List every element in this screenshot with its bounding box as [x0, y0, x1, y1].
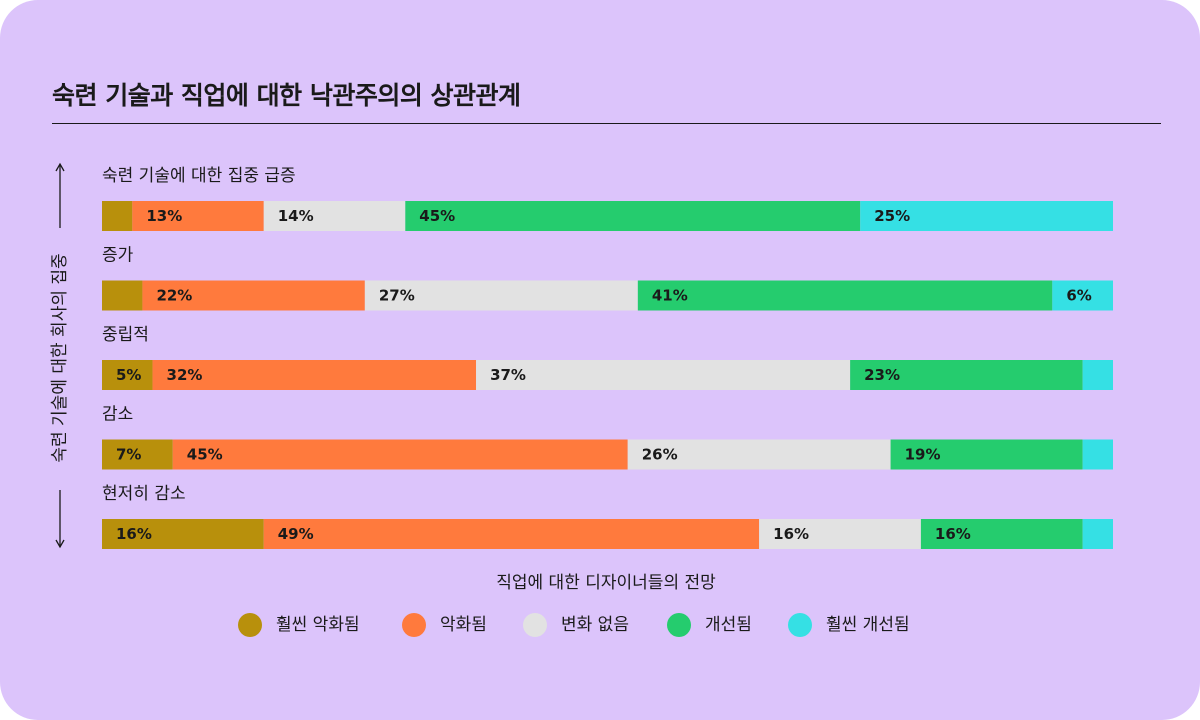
bar-segment-4 [920, 519, 1083, 549]
legend-item-label: 훨씬 개선됨 [826, 615, 910, 635]
legend-swatch-1 [238, 613, 262, 637]
data-label: 16% [116, 525, 152, 543]
legend-swatch-2 [402, 613, 426, 637]
legend-item-label: 변화 없음 [561, 615, 629, 635]
bar-segment-3 [263, 201, 406, 231]
y-axis-label: 숙련 기술에 대한 회사의 집중 [50, 253, 70, 462]
bar-segment-4 [405, 201, 861, 231]
legend-swatch-4 [667, 613, 691, 637]
chart-title: 숙련 기술과 직업에 대한 낙관주의의 상관관계 [52, 81, 521, 110]
bar-segment-2 [132, 201, 264, 231]
data-label: 13% [146, 207, 182, 225]
row-label: 증가 [102, 246, 134, 266]
bar-segment-1 [102, 201, 133, 231]
bar-segment-1 [102, 360, 153, 390]
data-label: 16% [773, 525, 809, 543]
data-label: 49% [278, 525, 314, 543]
row-label: 감소 [102, 405, 133, 425]
bar-segment-3 [627, 439, 891, 470]
data-label: 19% [905, 446, 941, 464]
data-label: 5% [116, 366, 141, 384]
data-label: 23% [864, 366, 900, 384]
bar-segment-3 [759, 519, 921, 549]
data-label: 16% [935, 525, 971, 543]
bar-segment-3 [476, 360, 851, 390]
legend-item-label: 악화됨 [440, 615, 487, 635]
data-label: 26% [642, 446, 678, 464]
y-axis-arrow [48, 162, 72, 549]
data-label: 37% [490, 366, 526, 384]
data-label: 45% [187, 446, 223, 464]
bar-segment-5 [1082, 439, 1113, 470]
bar-segment-5 [1052, 280, 1113, 311]
row-label: 숙련 기술에 대한 집중 급증 [102, 166, 296, 186]
bar-rows: 숙련 기술에 대한 집중 급증 13% 14% 45% 25% 증가 22% 27% 41% 6%… [102, 166, 1113, 549]
title-divider [52, 123, 1161, 124]
bar-segment-2 [142, 280, 365, 311]
data-label: 6% [1066, 287, 1091, 305]
bar-segment-4 [637, 280, 1053, 311]
bar-segment-2 [263, 519, 760, 549]
legend: 훨씬 악화됨 악화됨 변화 없음 개선됨 훨씬 개선됨 [238, 613, 910, 637]
data-label: 41% [652, 287, 688, 305]
x-axis-label: 직업에 대한 디자이너들의 전망 [496, 573, 716, 593]
legend-item-label: 훨씬 악화됨 [276, 615, 360, 635]
data-label: 14% [278, 207, 314, 225]
data-label: 32% [167, 366, 203, 384]
legend-swatch-5 [788, 613, 812, 637]
data-label: 22% [156, 287, 192, 305]
row-label: 현저히 감소 [102, 484, 186, 504]
bar-segment-1 [102, 519, 264, 549]
bar-segment-2 [172, 439, 628, 470]
bar-segment-2 [152, 360, 477, 390]
data-label: 45% [419, 207, 455, 225]
data-label: 25% [874, 207, 910, 225]
data-label: 7% [116, 446, 141, 464]
bar-segment-4 [890, 439, 1083, 470]
bar-segment-1 [102, 280, 143, 311]
bar-segment-1 [102, 439, 173, 470]
bar-segment-5 [1082, 519, 1113, 549]
row-label: 중립적 [102, 325, 149, 345]
bar-segment-4 [850, 360, 1083, 390]
bar-segment-5 [1082, 360, 1113, 390]
data-label: 27% [379, 287, 415, 305]
bar-segment-3 [364, 280, 638, 311]
bar-segment-5 [860, 201, 1113, 231]
legend-swatch-3 [523, 613, 547, 637]
legend-item-label: 개선됨 [705, 615, 752, 635]
